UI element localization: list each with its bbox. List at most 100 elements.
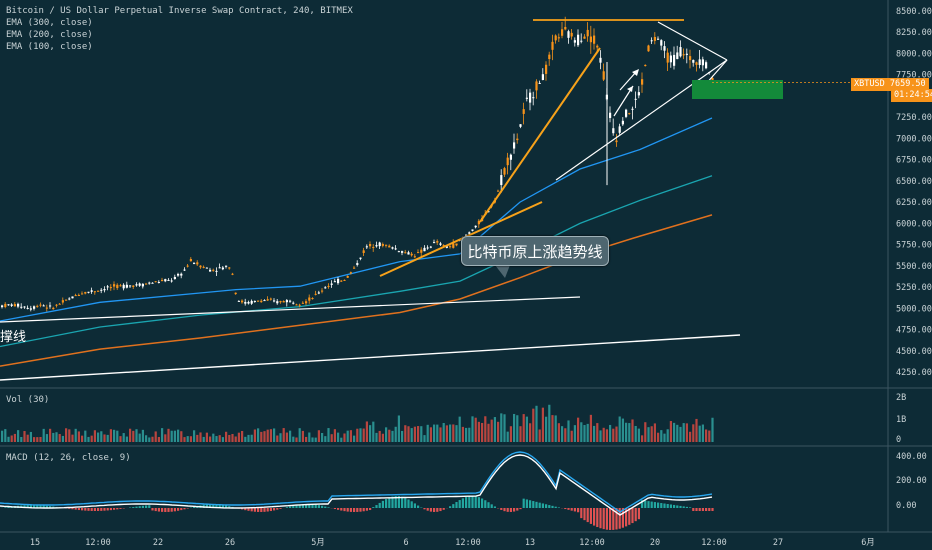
- candle-body: [407, 252, 410, 255]
- candle-body: [324, 287, 327, 289]
- volume-bar: [513, 413, 516, 442]
- macd-bar: [317, 505, 320, 508]
- candle-body: [55, 304, 58, 306]
- macd-bar: [593, 508, 596, 526]
- volume-bar: [77, 431, 80, 442]
- candle-body: [237, 300, 240, 302]
- candle-body: [209, 269, 212, 272]
- volume-bar: [199, 432, 202, 442]
- macd-bar: [372, 507, 375, 508]
- macd-bar: [647, 501, 650, 508]
- candle-body: [173, 276, 176, 280]
- candle-body: [436, 241, 439, 243]
- macd-bar: [618, 508, 621, 529]
- macd-bar: [609, 508, 612, 530]
- volume-bar: [49, 428, 52, 442]
- volume-bar: [183, 437, 186, 442]
- candle-body: [29, 308, 32, 310]
- volume-bar: [548, 404, 551, 442]
- volume-bar: [292, 436, 295, 442]
- candle-body: [538, 82, 541, 84]
- volume-bar: [327, 428, 330, 442]
- macd-bar: [657, 502, 660, 508]
- macd-bar: [564, 508, 567, 510]
- candle-body: [193, 263, 196, 265]
- macd-bar: [650, 501, 653, 508]
- volume-bar: [391, 430, 394, 442]
- volume-bar: [439, 427, 442, 442]
- macd-bar: [138, 506, 141, 508]
- volume-tick-label: 1B: [896, 415, 906, 425]
- volume-bar: [346, 430, 349, 442]
- macd-bar: [295, 505, 298, 508]
- macd-bar: [679, 505, 682, 508]
- candle-body: [391, 247, 394, 249]
- candle-body: [385, 244, 388, 246]
- volume-bar: [180, 431, 183, 442]
- volume-bar: [87, 436, 90, 442]
- time-tick-label: 6: [403, 538, 408, 548]
- candle-body: [71, 296, 74, 299]
- macd-bar: [228, 506, 231, 508]
- triangle-upper-line: [657, 21, 728, 61]
- macd-bar: [692, 508, 695, 511]
- candle-body: [225, 265, 228, 267]
- macd-bar: [119, 508, 122, 509]
- macd-bar: [42, 505, 45, 508]
- volume-bar: [516, 415, 519, 442]
- macd-bar: [669, 504, 672, 508]
- candle-body: [596, 45, 599, 48]
- volume-bar: [615, 426, 618, 442]
- macd-bar: [333, 508, 336, 510]
- price-tag-price: 7659.50: [889, 79, 926, 89]
- volume-bar: [394, 426, 397, 442]
- price-tick-label: 4500.00: [896, 347, 932, 357]
- volume-bar: [657, 432, 660, 442]
- ema300-legend: EMA (300, close): [6, 18, 93, 28]
- macd-bar: [628, 508, 631, 525]
- volume-bar: [148, 437, 151, 442]
- macd-bar: [705, 508, 708, 511]
- volume-bar: [356, 428, 359, 442]
- volume-bar: [468, 427, 471, 442]
- volume-bar: [397, 415, 400, 442]
- macd-bar: [26, 505, 29, 508]
- volume-bar: [586, 423, 589, 442]
- volume-bar: [349, 430, 352, 442]
- volume-bar: [385, 427, 388, 442]
- volume-bar: [452, 424, 455, 442]
- candle-body: [103, 289, 106, 291]
- candle-body: [282, 300, 285, 303]
- macd-bar: [167, 508, 170, 512]
- candle-body: [122, 284, 125, 289]
- macd-bar: [477, 497, 480, 508]
- volume-bar: [100, 431, 103, 442]
- volume-bar: [164, 434, 167, 442]
- macd-bar: [490, 504, 493, 508]
- volume-bar: [42, 428, 45, 442]
- macd-bar: [93, 508, 96, 511]
- macd-bar: [253, 508, 256, 512]
- macd-bar: [241, 508, 244, 510]
- price-tick-label: 5750.00: [896, 241, 932, 251]
- macd-bar: [301, 504, 304, 508]
- candle-body: [519, 124, 522, 127]
- candle-body: [580, 40, 583, 42]
- candle-body: [244, 301, 247, 304]
- candle-body: [532, 97, 535, 99]
- candle-body: [231, 273, 234, 275]
- volume-bar: [186, 436, 189, 442]
- time-tick-label: 15: [30, 538, 40, 548]
- volume-bar: [583, 425, 586, 442]
- macd-bar: [375, 505, 378, 508]
- volume-bar: [282, 428, 285, 442]
- trendline-callout[interactable]: 比特币原上涨趋势线: [461, 236, 609, 266]
- candle-body: [637, 92, 640, 96]
- volume-bar: [529, 423, 532, 442]
- volume-bar: [637, 428, 640, 442]
- macd-bar: [132, 507, 135, 508]
- candle-body: [285, 300, 288, 303]
- candle-body: [132, 285, 135, 287]
- macd-bar: [49, 506, 52, 508]
